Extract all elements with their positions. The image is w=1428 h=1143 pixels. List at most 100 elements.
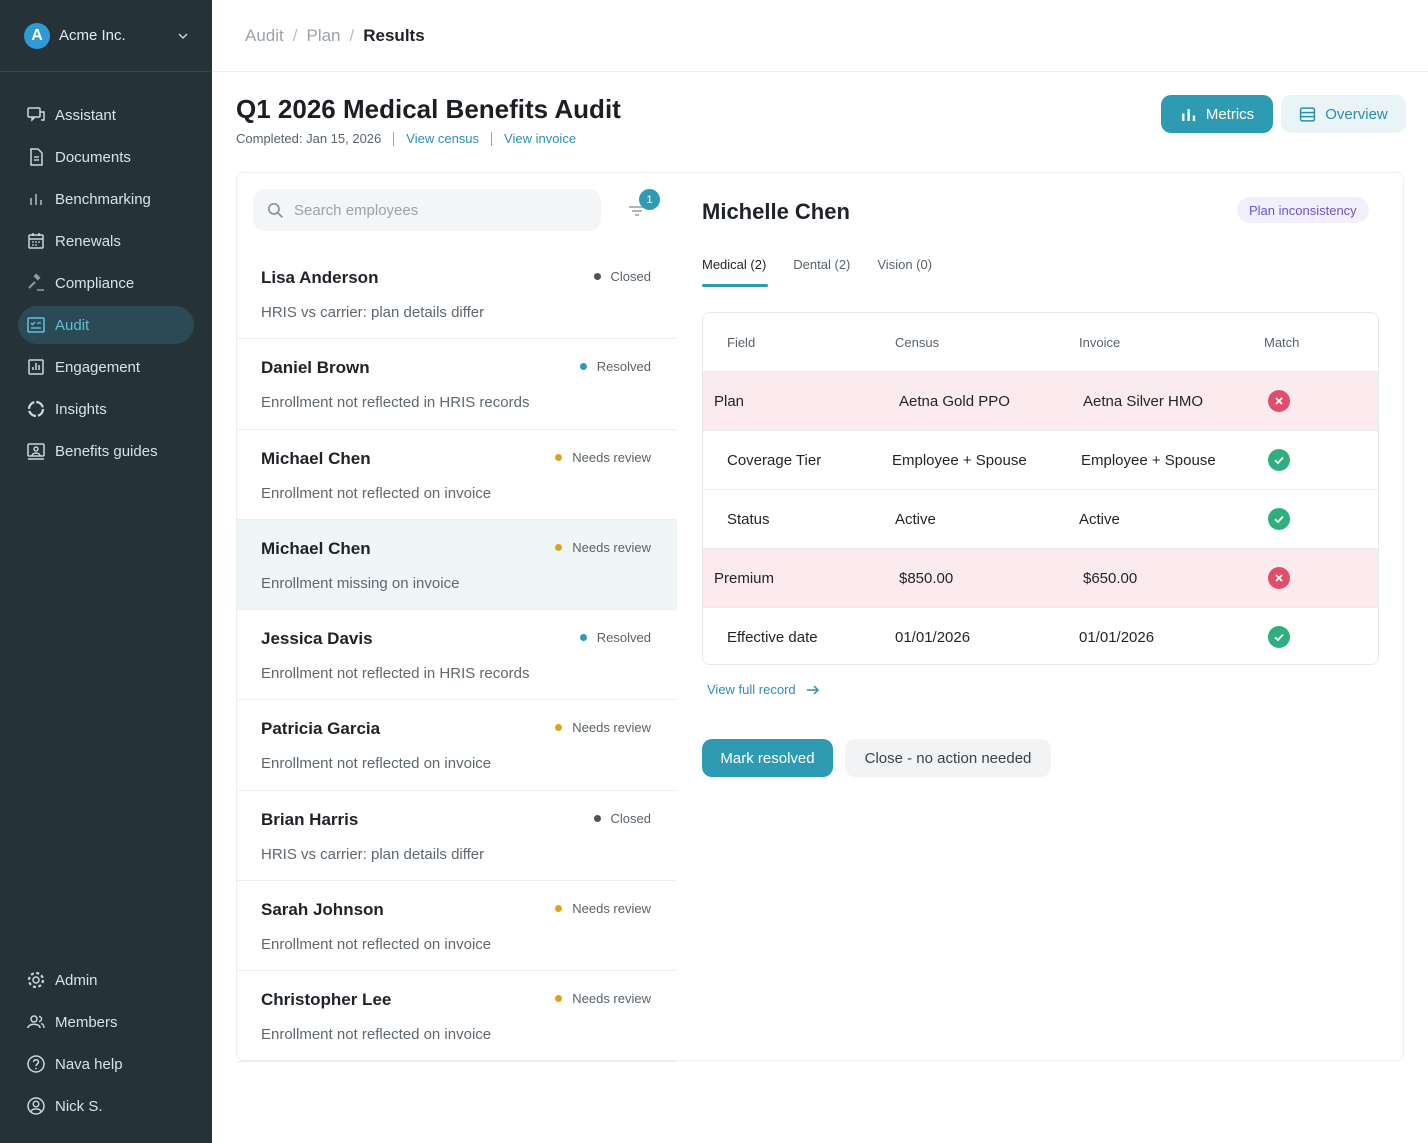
sidebar-item-members[interactable]: Members bbox=[18, 1003, 194, 1041]
employee-list: Lisa Anderson Closed HRIS vs carrier: plan… bbox=[237, 249, 677, 1062]
sidebar-item-label: Nick S. bbox=[55, 1097, 103, 1115]
sidebar-item-compliance[interactable]: Compliance bbox=[18, 264, 194, 302]
tab-vision[interactable]: Vision (0) bbox=[877, 257, 933, 272]
status-label: Needs review bbox=[572, 720, 651, 736]
employee-list-name: Christopher Lee bbox=[261, 990, 392, 1010]
status-badge: Resolved bbox=[579, 630, 651, 646]
status-badge: Needs review bbox=[555, 720, 651, 735]
status-badge: Closed bbox=[593, 269, 651, 284]
breadcrumb: Audit / Plan / Results bbox=[212, 0, 1428, 72]
column-header-invoice: Invoice bbox=[1079, 334, 1121, 350]
list-item[interactable]: Jessica Davis Resolved Enrollment not refl… bbox=[237, 610, 677, 701]
ring-icon bbox=[26, 399, 46, 419]
list-item[interactable]: Lisa Anderson Closed HRIS vs carrier: plan… bbox=[237, 249, 677, 340]
chat-icon bbox=[26, 105, 46, 125]
list-item[interactable]: Sarah Johnson Needs review Enrollment not … bbox=[237, 881, 677, 972]
org-switcher[interactable]: A Acme Inc. bbox=[0, 0, 212, 72]
breadcrumb-separator: / bbox=[292, 25, 298, 45]
sidebar-item-label: Audit bbox=[55, 316, 90, 334]
view-census-link[interactable]: View census bbox=[406, 131, 480, 146]
column-header-match: Match bbox=[1264, 334, 1300, 350]
check-circle-icon bbox=[1268, 626, 1290, 648]
list-item[interactable]: Michael Chen Needs review Enrollment missi… bbox=[237, 519, 677, 611]
status-label: Needs review bbox=[572, 449, 651, 465]
cell-census: Active bbox=[895, 510, 936, 528]
status-label: Needs review bbox=[572, 991, 651, 1007]
status-label: Resolved bbox=[596, 630, 651, 646]
employee-list-name: Jessica Davis bbox=[261, 629, 373, 649]
employee-issue: HRIS vs carrier: plan details differ bbox=[261, 845, 485, 863]
tab-medical[interactable]: Medical (2) bbox=[702, 257, 769, 287]
bar-chart-icon bbox=[26, 189, 46, 209]
sidebar-item-engagement[interactable]: Engagement bbox=[18, 348, 194, 386]
breadcrumb-results: Results bbox=[363, 25, 425, 45]
list-item[interactable]: Brian Harris Closed HRIS vs carrier: plan … bbox=[237, 791, 677, 882]
search-input[interactable] bbox=[294, 201, 584, 219]
page-title: Q1 2026 Medical Benefits Audit bbox=[236, 94, 621, 124]
view-full-record-label: View full record bbox=[707, 682, 796, 697]
guide-icon bbox=[26, 441, 46, 461]
calendar-icon bbox=[26, 231, 46, 251]
status-badge: Resolved bbox=[579, 359, 651, 375]
sidebar-item-nava-help[interactable]: Nava help bbox=[18, 1045, 194, 1083]
issue-badge: Plan inconsistency bbox=[1237, 197, 1369, 223]
meta-divider bbox=[393, 131, 395, 146]
status-dot-icon bbox=[555, 995, 563, 1003]
arrow-right-icon bbox=[806, 684, 819, 695]
status-label: Resolved bbox=[596, 359, 651, 375]
status-label: Needs review bbox=[572, 901, 651, 917]
close-no-action-button[interactable]: Close - no action needed bbox=[845, 739, 1051, 777]
sidebar-item-insights[interactable]: Insights bbox=[18, 390, 194, 428]
employee-issue: Enrollment not reflected in HRIS records bbox=[261, 394, 530, 412]
status-badge: Needs review bbox=[555, 450, 651, 465]
sidebar-item-label: Benchmarking bbox=[55, 190, 151, 208]
status-label: Needs review bbox=[572, 539, 651, 555]
overview-label: Overview bbox=[1325, 105, 1388, 123]
sidebar-item-renewals[interactable]: Renewals bbox=[18, 222, 194, 260]
employee-issue: Enrollment not reflected on invoice bbox=[261, 1026, 492, 1044]
sidebar-item-benchmarking[interactable]: Benchmarking bbox=[18, 180, 194, 218]
status-dot-icon bbox=[593, 273, 601, 280]
employee-list-name: Patricia Garcia bbox=[261, 719, 381, 739]
list-item[interactable]: Daniel Brown Resolved Enrollment not refle… bbox=[237, 339, 677, 430]
x-circle-icon bbox=[1268, 567, 1290, 589]
list-item[interactable]: Christopher Lee Needs review Enrollment no… bbox=[237, 971, 677, 1062]
sidebar-item-label: Members bbox=[55, 1013, 118, 1031]
cell-census: $850.00 bbox=[899, 569, 954, 587]
checklist-icon bbox=[26, 315, 46, 335]
employee-issue: Enrollment not reflected on invoice bbox=[261, 484, 492, 502]
list-item[interactable]: Patricia Garcia Needs review Enrollment no… bbox=[237, 700, 677, 791]
sidebar-item-documents[interactable]: Documents bbox=[18, 138, 194, 176]
status-badge: Closed bbox=[593, 810, 651, 826]
org-name: Acme Inc. bbox=[59, 27, 126, 44]
employee-issue: Enrollment not reflected on invoice bbox=[261, 755, 492, 773]
employee-list-name: Sarah Johnson bbox=[261, 900, 384, 920]
mark-resolved-button[interactable]: Mark resolved bbox=[702, 739, 833, 777]
metrics-button[interactable]: Metrics bbox=[1161, 95, 1273, 133]
sidebar-item-admin[interactable]: Admin bbox=[18, 961, 194, 999]
sidebar-item-label: Documents bbox=[55, 148, 131, 166]
breadcrumb-separator: / bbox=[349, 25, 355, 45]
status-badge: Needs review bbox=[555, 991, 651, 1006]
sidebar-item-nick-s[interactable]: Nick S. bbox=[18, 1087, 194, 1125]
sidebar-item-audit[interactable]: Audit bbox=[18, 306, 194, 344]
status-dot-icon bbox=[579, 634, 587, 642]
view-full-record-link[interactable]: View full record bbox=[707, 682, 820, 697]
breadcrumb-plan[interactable]: Plan bbox=[306, 25, 341, 45]
breadcrumb-audit[interactable]: Audit bbox=[245, 25, 284, 45]
view-invoice-link[interactable]: View invoice bbox=[504, 131, 577, 146]
cell-invoice: Aetna Silver HMO bbox=[1083, 392, 1204, 410]
sidebar-item-benefits-guides[interactable]: Benefits guides bbox=[18, 432, 194, 470]
cell-field: Coverage Tier bbox=[727, 451, 822, 469]
sidebar-item-label: Insights bbox=[55, 400, 107, 418]
sidebar-item-assistant[interactable]: Assistant bbox=[18, 96, 194, 134]
bar-chart-icon bbox=[1181, 108, 1195, 121]
tab-dental[interactable]: Dental (2) bbox=[793, 257, 851, 272]
overview-button[interactable]: Overview bbox=[1281, 95, 1406, 133]
status-dot-icon bbox=[555, 724, 563, 732]
list-item[interactable]: Michael Chen Needs review Enrollment not r… bbox=[237, 430, 677, 520]
employee-list-name: Michael Chen bbox=[261, 538, 371, 558]
status-label: Closed bbox=[610, 810, 651, 826]
sidebar-item-label: Compliance bbox=[55, 274, 135, 292]
meta-divider bbox=[491, 131, 493, 146]
